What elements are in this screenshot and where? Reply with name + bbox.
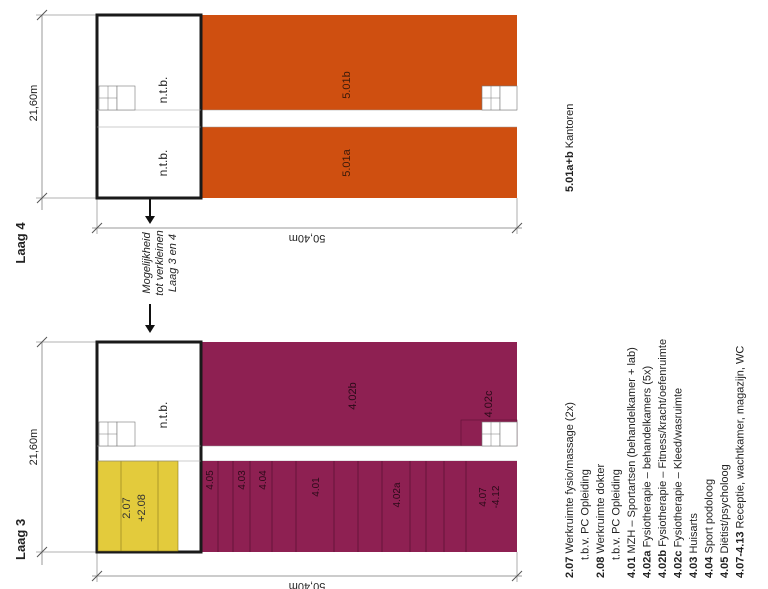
- legend-item: t.b.v. PC Opleiding: [611, 469, 623, 560]
- room-4-01-label: 4.01: [311, 477, 322, 497]
- laag3-corridor: [201, 446, 517, 461]
- legend-item-code: 2.08: [595, 557, 607, 578]
- legend-item-text: Werkruimte dokter: [595, 464, 607, 557]
- legend-item: 2.08 Werkruimte dokter: [595, 464, 607, 578]
- laag3-core-left: [116, 421, 136, 447]
- room-5-01b-label: 5.01b: [341, 71, 353, 99]
- laag3-ntb-label: n.t.b.: [156, 402, 170, 429]
- legend-item: 2.07 Werkruimte fysio/massage (2x): [564, 402, 576, 578]
- legend-item-text: Diëtist/psycholoog: [719, 464, 731, 556]
- laag4-reduce-arrow-icon: [145, 216, 155, 224]
- legend-item-text: Sport podoloog: [704, 479, 716, 557]
- legend-item-code: 2.07: [564, 557, 576, 578]
- laag4-dimension-tick: [511, 222, 523, 234]
- reduce-note-line3: Laag 3 en 4: [167, 234, 179, 292]
- legend-item-code: 4.03: [688, 557, 700, 578]
- reduce-note-line1: Mogelijkheid: [141, 232, 153, 294]
- legend-item-text: t.b.v. PC Opleiding: [611, 469, 623, 560]
- laag4-length-label: 50,40m: [289, 232, 326, 244]
- room-4-03-label: 4.03: [237, 470, 248, 490]
- laag3-dimension-tick: [511, 570, 523, 582]
- legend-item-code: 4.01: [626, 557, 638, 578]
- laag4-side-label: 5.01a+b Kantoren: [564, 104, 576, 192]
- room-4-07-label: 4.07: [478, 487, 489, 507]
- laag4-dimension-tick: [36, 192, 48, 204]
- laag3-room-dividers: [217, 461, 467, 552]
- laag3-dimension-tick: [36, 336, 48, 348]
- room-4-02a-label: 4.02a: [392, 482, 403, 507]
- laag4-plan: 21,60m 50,40m n.t.b. n.t.b. 5.01b 5.01a: [13, 9, 576, 333]
- laag4-core-lift: [499, 85, 518, 111]
- legend-item: 4.07-4.13 Receptie, wachtkamer, magazijn…: [735, 346, 747, 578]
- laag4-dimension-tick: [36, 9, 48, 21]
- laag3-dimension-tick: [91, 570, 103, 582]
- room-2-07-label: 2.07: [121, 497, 133, 518]
- legend-item-code: 4.02c: [673, 550, 685, 578]
- laag4-side-label-code: 5.01a+b: [564, 151, 576, 192]
- legend-item-text: Fysiotherapie – Kleed/wasruimte: [673, 388, 685, 551]
- laag3-core-lift: [499, 421, 518, 447]
- room-4-12-label: -4.12: [491, 485, 502, 508]
- legend-item-text: Fysiotherapie – behandelkamers (5x): [642, 366, 654, 551]
- laag4-ntb-top-label: n.t.b.: [156, 77, 170, 104]
- legend-item-text: MZH – Sportartsen (behandelkamer + lab): [626, 347, 638, 556]
- legend-item-code: 4.05: [719, 557, 731, 578]
- room-4-05-label: 4.05: [205, 470, 216, 490]
- laag4-side-label-text: Kantoren: [564, 104, 576, 152]
- legend-item-code: 4.04: [704, 556, 716, 578]
- legend-item-text: Receptie, wachtkamer, magazijn, WC: [735, 346, 747, 532]
- laag3-width-label: 21,60m: [28, 429, 40, 466]
- laag3-reduce-arrow-icon: [145, 325, 155, 333]
- room-legend: 2.07 Werkruimte fysio/massage (2x) t.b.v.…: [564, 339, 747, 578]
- laag3-plan: 21,60m 50,40m: [13, 336, 523, 589]
- laag4-core-left: [116, 85, 136, 111]
- room-2-07-2-08: [97, 460, 179, 552]
- laag3-title: Laag 3: [13, 519, 28, 560]
- legend-item: 4.02a Fysiotherapie – behandelkamers (5x…: [642, 366, 654, 578]
- legend-item-code: 4.02a: [642, 550, 654, 578]
- laag3-dimension-tick: [36, 546, 48, 558]
- legend-item-code: 4.02b: [657, 550, 669, 578]
- room-2-08-label: +2.08: [136, 494, 148, 522]
- corridor: [201, 110, 517, 127]
- legend-item-text: Huisarts: [688, 513, 700, 557]
- laag4-ntb-bottom-label: n.t.b.: [156, 150, 170, 177]
- room-5-01b: [201, 15, 517, 110]
- laag3-length-label: 50,40m: [289, 580, 326, 589]
- legend-item-code: 4.07-4.13: [735, 532, 747, 578]
- legend-item: 4.02b Fysiotherapie – Fitness/kracht/oef…: [657, 339, 669, 578]
- laag3-room-strip: [201, 461, 517, 552]
- legend-item: 4.05 Diëtist/psycholoog: [719, 464, 731, 578]
- legend-item: t.b.v. PC Opleiding: [580, 469, 592, 560]
- room-5-01a-label: 5.01a: [341, 148, 353, 176]
- legend-item: 4.03 Huisarts: [688, 513, 700, 578]
- laag4-width-label: 21,60m: [28, 85, 40, 122]
- legend-item-text: t.b.v. PC Opleiding: [580, 469, 592, 560]
- laag4-title: Laag 4: [13, 222, 28, 264]
- legend-item: 4.02c Fysiotherapie – Kleed/wasruimte: [673, 388, 685, 578]
- room-4-04-label: 4.04: [258, 470, 269, 490]
- legend-item: 4.01 MZH – Sportartsen (behandelkamer + …: [626, 347, 638, 578]
- legend-item: 4.04 Sport podoloog: [704, 479, 716, 578]
- laag4-dimension-tick: [91, 222, 103, 234]
- room-5-01a: [201, 127, 517, 198]
- legend-item-text: Fysiotherapie – Fitness/kracht/oefenruim…: [657, 339, 669, 550]
- room-4-02b-label: 4.02b: [347, 382, 359, 410]
- room-4-02c-label: 4.02c: [483, 390, 495, 417]
- reduce-note-line2: tot verkleinen: [154, 230, 166, 295]
- legend-item-text: Werkruimte fysio/massage (2x): [564, 402, 576, 556]
